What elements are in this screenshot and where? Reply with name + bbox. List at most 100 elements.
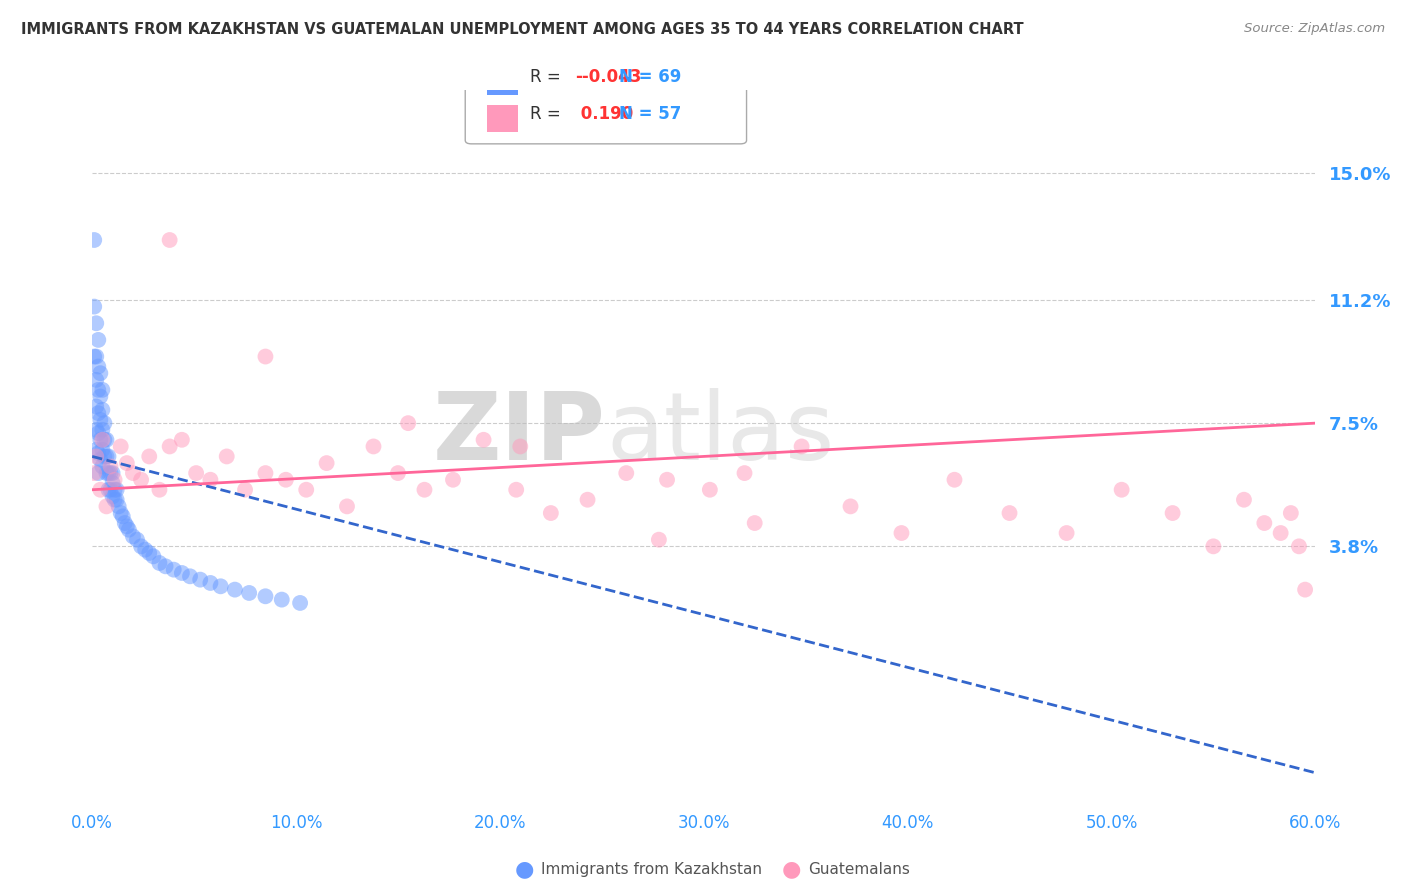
Text: IMMIGRANTS FROM KAZAKHSTAN VS GUATEMALAN UNEMPLOYMENT AMONG AGES 35 TO 44 YEARS : IMMIGRANTS FROM KAZAKHSTAN VS GUATEMALAN…: [21, 22, 1024, 37]
Point: [97, 466, 120, 480]
Point: [87, 333, 110, 347]
Text: 0.190: 0.190: [575, 105, 634, 123]
Text: ●: ●: [782, 860, 801, 880]
Point: [93, 416, 115, 430]
Point: [254, 466, 277, 480]
Point: [91, 423, 114, 437]
Point: [363, 440, 385, 454]
Point: [648, 533, 671, 547]
Point: [1294, 582, 1316, 597]
Point: [233, 483, 256, 497]
Point: [188, 573, 211, 587]
Point: [1279, 506, 1302, 520]
Point: [89, 390, 111, 404]
Point: [1253, 516, 1275, 530]
Point: [84, 400, 107, 414]
Point: [839, 500, 862, 514]
Point: [254, 589, 277, 603]
Text: N = 57: N = 57: [620, 105, 682, 123]
Point: [215, 450, 238, 464]
Point: [998, 506, 1021, 520]
Point: [699, 483, 721, 497]
Point: [83, 300, 105, 314]
Point: [1233, 492, 1256, 507]
Point: [91, 433, 114, 447]
Point: [288, 596, 311, 610]
Point: [96, 450, 118, 464]
Point: [159, 440, 181, 454]
Point: [101, 476, 124, 491]
Point: [115, 519, 138, 533]
Point: [118, 523, 141, 537]
Point: [104, 473, 127, 487]
Point: [84, 350, 107, 364]
Point: [84, 316, 107, 330]
Point: [84, 442, 107, 457]
Point: [1288, 539, 1310, 553]
Text: ●: ●: [515, 860, 534, 880]
Point: [100, 483, 122, 497]
Point: [96, 433, 118, 447]
Point: [115, 456, 138, 470]
Point: [96, 466, 118, 480]
Point: [224, 582, 246, 597]
Point: [84, 450, 107, 464]
Point: [87, 466, 110, 480]
Point: [274, 473, 297, 487]
Point: [170, 566, 193, 580]
Text: atlas: atlas: [606, 388, 834, 480]
Point: [105, 483, 128, 497]
Point: [91, 442, 114, 457]
Point: [890, 526, 912, 541]
Point: [200, 473, 222, 487]
Point: [91, 459, 114, 474]
Point: [83, 466, 105, 480]
Point: [1270, 526, 1292, 541]
Point: [107, 500, 129, 514]
FancyBboxPatch shape: [488, 105, 517, 132]
Point: [336, 500, 359, 514]
Point: [179, 569, 201, 583]
Point: [142, 549, 165, 564]
Point: [413, 483, 436, 497]
Point: [734, 466, 756, 480]
Point: [148, 483, 170, 497]
Point: [104, 483, 127, 497]
Text: R =: R =: [530, 105, 567, 123]
Point: [186, 466, 208, 480]
Text: R =: R =: [530, 68, 567, 86]
Point: [110, 506, 132, 520]
Point: [155, 559, 177, 574]
Point: [101, 466, 124, 480]
Point: [159, 233, 181, 247]
Point: [101, 489, 124, 503]
Point: [84, 373, 107, 387]
Point: [441, 473, 464, 487]
Point: [89, 483, 111, 497]
Point: [1056, 526, 1078, 541]
Point: [509, 440, 531, 454]
Point: [163, 563, 186, 577]
Point: [87, 446, 110, 460]
Point: [129, 473, 152, 487]
Point: [93, 450, 115, 464]
Point: [790, 440, 813, 454]
Point: [87, 359, 110, 374]
Point: [1111, 483, 1133, 497]
Point: [148, 556, 170, 570]
Point: [540, 506, 562, 520]
Point: [91, 383, 114, 397]
Point: [295, 483, 318, 497]
Point: [170, 433, 193, 447]
Point: [209, 579, 232, 593]
Point: [134, 542, 156, 557]
Point: [105, 492, 128, 507]
Point: [87, 406, 110, 420]
Point: [200, 576, 222, 591]
Point: [396, 416, 419, 430]
Point: [93, 433, 115, 447]
Point: [89, 413, 111, 427]
Point: [97, 450, 120, 464]
Text: --0.043: --0.043: [575, 68, 641, 86]
Text: ZIP: ZIP: [433, 388, 606, 480]
